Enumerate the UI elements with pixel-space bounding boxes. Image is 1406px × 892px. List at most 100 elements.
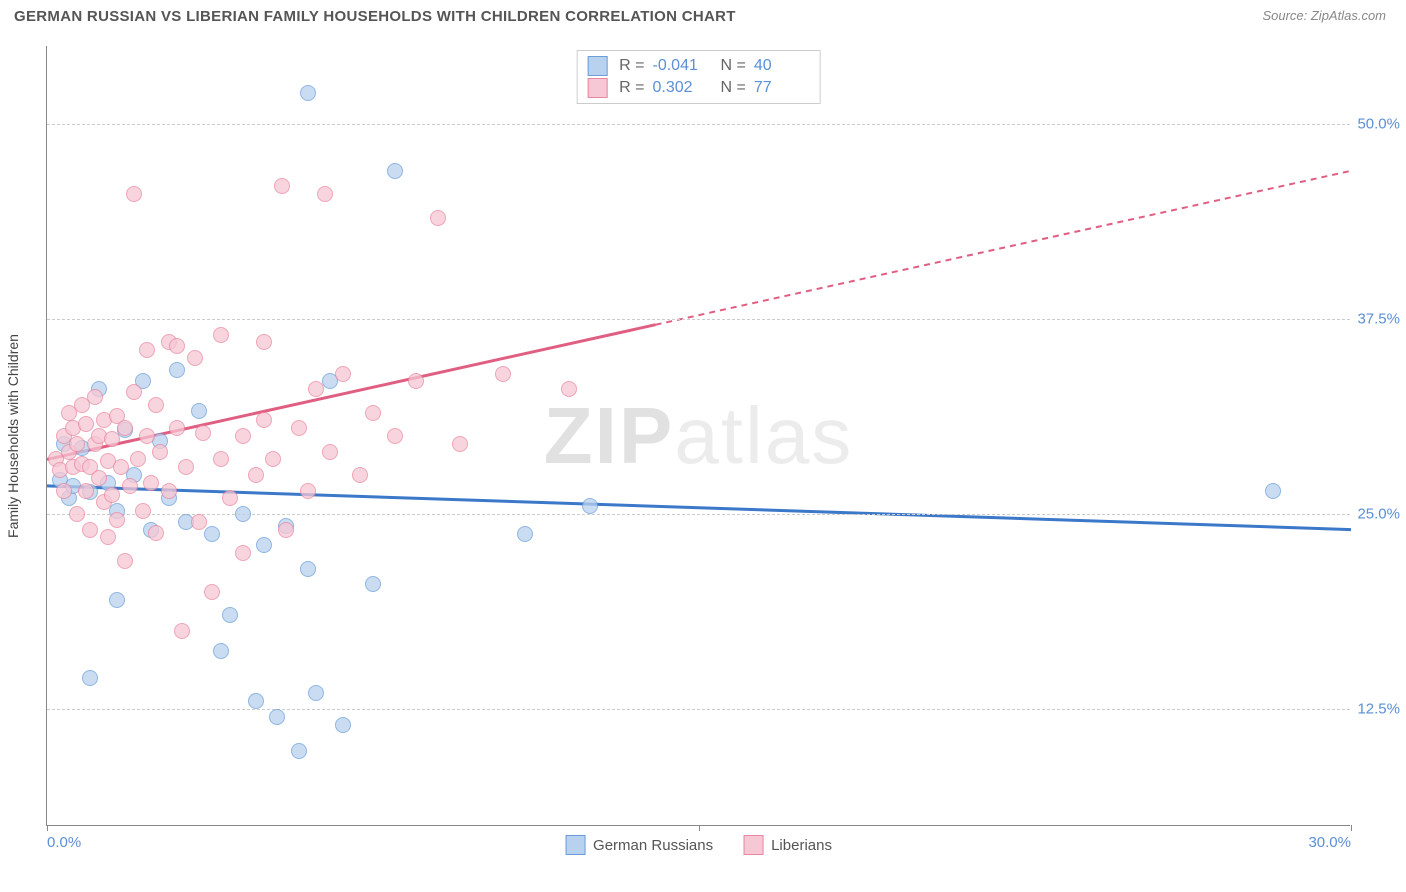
scatter-point [69,436,85,452]
scatter-point [308,685,324,701]
x-tick-mark [699,825,700,831]
legend-row: R =-0.041N =40 [587,55,810,77]
scatter-point [517,526,533,542]
legend-row: R = 0.302 N = 77 [587,77,810,99]
scatter-point [256,412,272,428]
y-tick-label: 25.0% [1357,506,1400,523]
scatter-point [91,470,107,486]
scatter-point [169,420,185,436]
y-tick-label: 50.0% [1357,116,1400,133]
y-tick-label: 37.5% [1357,311,1400,328]
scatter-point [1265,483,1281,499]
n-value: 77 [754,79,810,97]
scatter-point [82,522,98,538]
n-value: 40 [754,57,810,75]
scatter-point [222,607,238,623]
scatter-point [269,709,285,725]
scatter-point [204,584,220,600]
gridline [47,319,1350,320]
scatter-point [169,338,185,354]
r-value: -0.041 [653,57,709,75]
scatter-point [235,506,251,522]
x-tick-label: 0.0% [47,834,81,851]
scatter-point [161,483,177,499]
legend-swatch [743,835,763,855]
legend-item: Liberians [743,835,832,855]
scatter-point [82,670,98,686]
legend-label: Liberians [771,837,832,854]
scatter-point [178,459,194,475]
scatter-point [78,416,94,432]
y-axis-label: Family Households with Children [5,334,21,538]
scatter-point [408,373,424,389]
scatter-point [300,85,316,101]
x-tick-mark [47,825,48,831]
scatter-point [204,526,220,542]
scatter-point [122,478,138,494]
scatter-point [139,428,155,444]
scatter-point [191,514,207,530]
scatter-point [109,592,125,608]
r-value: 0.302 [653,79,709,97]
scatter-point [387,163,403,179]
scatter-point [248,467,264,483]
scatter-point [169,362,185,378]
scatter-point [300,483,316,499]
correlation-legend: R = -0.041 N = 40 R = 0.302 N = 77 [576,50,821,104]
scatter-point [174,623,190,639]
scatter-point [213,643,229,659]
scatter-point [430,210,446,226]
chart-plot-area: Family Households with Children ZIPatlas… [46,46,1350,826]
scatter-point [235,545,251,561]
scatter-point [387,428,403,444]
scatter-point [78,483,94,499]
scatter-point [335,366,351,382]
gridline [47,709,1350,710]
scatter-point [317,186,333,202]
series-legend: German Russians Liberians [565,835,832,855]
scatter-point [322,444,338,460]
scatter-point [104,431,120,447]
scatter-point [126,186,142,202]
scatter-point [87,389,103,405]
scatter-point [135,503,151,519]
scatter-point [248,693,264,709]
y-tick-label: 12.5% [1357,701,1400,718]
scatter-point [191,403,207,419]
scatter-point [222,490,238,506]
scatter-point [104,487,120,503]
scatter-point [148,525,164,541]
scatter-point [274,178,290,194]
legend-swatch [587,78,607,98]
scatter-point [452,436,468,452]
scatter-point [365,405,381,421]
scatter-point [256,334,272,350]
scatter-point [308,381,324,397]
watermark-light: atlas [674,391,853,480]
scatter-point [56,483,72,499]
r-label: R = [619,79,644,97]
legend-swatch [587,56,607,76]
scatter-point [109,512,125,528]
gridline [47,124,1350,125]
scatter-point [235,428,251,444]
scatter-point [495,366,511,382]
n-label: N = [721,57,746,75]
scatter-point [582,498,598,514]
scatter-point [100,529,116,545]
scatter-point [143,475,159,491]
scatter-point [152,444,168,460]
watermark: ZIPatlas [544,390,853,482]
x-tick-label: 30.0% [1308,834,1351,851]
chart-title: GERMAN RUSSIAN VS LIBERIAN FAMILY HOUSEH… [14,8,736,25]
scatter-point [117,420,133,436]
scatter-point [213,451,229,467]
scatter-point [213,327,229,343]
scatter-point [69,506,85,522]
scatter-point [113,459,129,475]
n-label: N = [721,79,746,97]
source-credit: Source: ZipAtlas.com [1262,8,1386,23]
legend-item: German Russians [565,835,713,855]
scatter-point [291,743,307,759]
scatter-point [117,553,133,569]
